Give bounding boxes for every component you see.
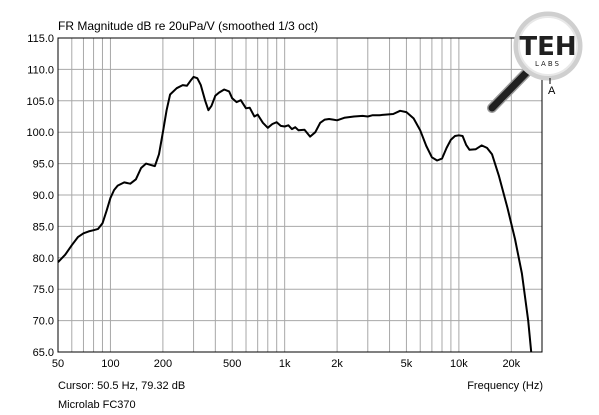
y-tick-label: 80.0 — [33, 253, 54, 265]
marker-label: A — [548, 85, 556, 97]
logo-main-text: TEH — [519, 32, 576, 62]
series-layer — [57, 75, 533, 353]
x-tick-label: 5k — [401, 358, 413, 370]
x-tick-label: 20k — [502, 358, 520, 370]
y-tick-label: 110.0 — [27, 64, 54, 76]
y-tick-label: 100.0 — [26, 127, 54, 139]
x-tick-label: 100 — [101, 358, 119, 370]
x-tick-label: 200 — [154, 358, 172, 370]
logo-sub-text: LABS — [535, 60, 561, 68]
magnifier-rim — [518, 16, 578, 76]
y-tick-label: 70.0 — [33, 316, 54, 328]
teh-labs-logo: TEH LABS — [487, 11, 583, 113]
x-tick-labels: 50 100 200 500 1k 2k 5k 10k 20k — [52, 358, 521, 370]
response-curve — [57, 75, 533, 353]
y-tick-label: 65.0 — [33, 347, 54, 359]
y-tick-label: 115.0 — [27, 33, 54, 45]
x-tick-label: 2k — [331, 358, 343, 370]
plot-frame — [57, 37, 543, 353]
chart-title: FR Magnitude dB re 20uPa/V (smoothed 1/3… — [58, 19, 318, 33]
x-tick-label: 10k — [450, 358, 468, 370]
cursor-readout: Cursor: 50.5 Hz, 79.32 dB — [58, 380, 185, 392]
magnifier-handle — [488, 68, 531, 112]
grid — [58, 38, 542, 352]
y-tick-label: 90.0 — [33, 190, 54, 202]
x-axis-label: Frequency (Hz) — [467, 380, 543, 392]
magnifier-lens — [513, 11, 583, 81]
y-tick-label: 85.0 — [33, 221, 54, 233]
x-tick-label: 50 — [52, 358, 64, 370]
x-tick-label: 500 — [223, 358, 241, 370]
y-tick-label: 105.0 — [26, 96, 54, 108]
y-tick-label: 95.0 — [33, 159, 54, 171]
chart-caption: Microlab FC370 — [58, 399, 136, 411]
y-tick-label: 75.0 — [33, 284, 54, 296]
x-tick-label: 1k — [279, 358, 291, 370]
y-tick-labels: 65.0 70.0 75.0 80.0 85.0 90.0 95.0 100.0 105.0 11… — [26, 33, 54, 359]
